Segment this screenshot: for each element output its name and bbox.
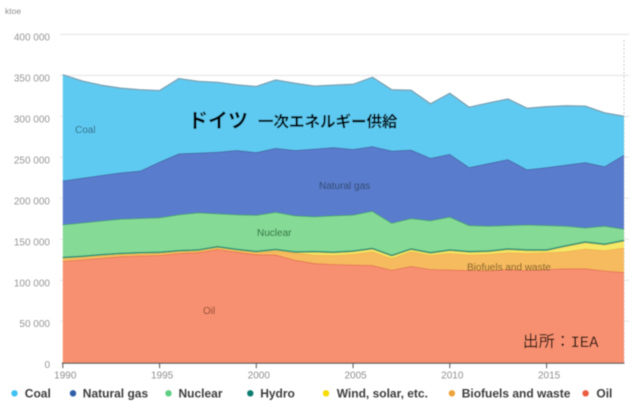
svg-text:Nuclear: Nuclear <box>257 228 292 239</box>
svg-text:300 000: 300 000 <box>14 114 51 125</box>
svg-text:200 000: 200 000 <box>14 196 51 207</box>
svg-text:2010: 2010 <box>441 371 464 382</box>
svg-text:1995: 1995 <box>151 371 174 382</box>
svg-text:Biofuels and waste: Biofuels and waste <box>462 387 571 401</box>
svg-text:Biofuels and waste: Biofuels and waste <box>467 263 551 274</box>
svg-text:1990: 1990 <box>54 371 77 382</box>
svg-text:Natural gas: Natural gas <box>83 387 149 401</box>
svg-text:Coal: Coal <box>75 125 96 136</box>
svg-text:Nuclear: Nuclear <box>179 387 223 401</box>
svg-text:2015: 2015 <box>538 371 561 382</box>
svg-text:0: 0 <box>44 360 50 371</box>
svg-text:400 000: 400 000 <box>14 32 51 43</box>
svg-text:150 000: 150 000 <box>14 237 51 248</box>
svg-text:2000: 2000 <box>248 371 271 382</box>
svg-text:250 000: 250 000 <box>14 155 51 166</box>
svg-text:Hydro: Hydro <box>260 387 295 401</box>
svg-text:350 000: 350 000 <box>14 73 51 84</box>
svg-text:Oil: Oil <box>203 306 215 317</box>
svg-text:ktoe: ktoe <box>5 6 21 16</box>
svg-text:IEA: IEA <box>571 334 600 352</box>
svg-text:Coal: Coal <box>25 387 51 401</box>
svg-text:Natural gas: Natural gas <box>319 181 370 192</box>
svg-text:100 000: 100 000 <box>14 278 51 289</box>
svg-text:2005: 2005 <box>344 371 367 382</box>
svg-text:Wind, solar, etc.: Wind, solar, etc. <box>337 387 428 401</box>
svg-text:50 000: 50 000 <box>19 319 50 330</box>
svg-text:Oil: Oil <box>596 387 612 401</box>
